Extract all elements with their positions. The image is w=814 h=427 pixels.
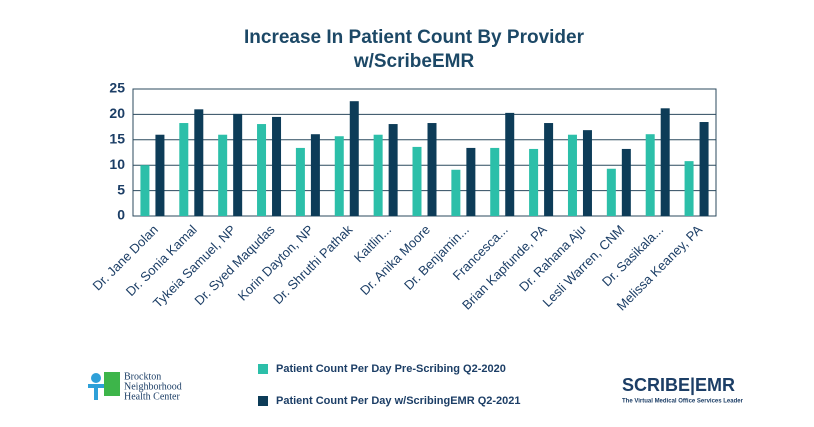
bar: [233, 113, 243, 216]
x-tick-label: Dr. Jane Dolan: [90, 222, 161, 293]
y-tick-label: 20: [109, 105, 125, 121]
logo-text: Brockton: [124, 371, 161, 382]
bar: [660, 108, 670, 216]
bar: [179, 123, 189, 216]
bar: [194, 109, 204, 216]
y-tick-label: 15: [109, 131, 125, 147]
legend-label: Patient Count Per Day Pre-Scribing Q2-20…: [276, 363, 506, 375]
x-tick-label: Dr. Syed Maqudas: [191, 222, 278, 309]
bar: [334, 136, 344, 216]
x-tick-label: Lesli Warren, CNM: [539, 222, 627, 310]
legend-swatch: [258, 364, 268, 374]
logo-text: Neighborhood: [124, 381, 182, 392]
bar: [310, 134, 320, 216]
bar: [567, 134, 577, 216]
bar: [451, 169, 461, 216]
bar: [621, 148, 631, 216]
logo-tagline: The Virtual Medical Office Services Lead…: [622, 399, 744, 405]
logo-left: Brockton Neighborhood Health Center: [88, 371, 182, 402]
logo-right: SCRIBE|EMR: [622, 375, 735, 395]
bar: [272, 116, 282, 216]
x-tick-label: Francesca...: [450, 222, 511, 283]
chart-title: Increase In Patient Count By Provider w/…: [244, 27, 584, 72]
x-tick-label: Dr. Shruthi Pathak: [270, 222, 356, 308]
y-tick-label: 10: [109, 156, 125, 172]
x-tick-label: Tykeia Samuel, NP: [150, 222, 239, 311]
x-tick-label: Korin Dayton, NP: [235, 222, 317, 304]
bar: [505, 112, 515, 216]
bar: [349, 101, 359, 216]
bar: [606, 168, 616, 216]
x-tick-label: Brian Kapfunde, PA: [459, 222, 550, 313]
bar: [544, 123, 554, 216]
bar: [140, 165, 150, 216]
bar: [373, 134, 383, 216]
bar: [582, 130, 592, 216]
bar: [466, 147, 476, 216]
x-tick-label: Dr. Sasikala...: [599, 222, 666, 289]
y-tick-label: 25: [109, 80, 125, 96]
bar: [490, 147, 500, 216]
logo-text: Health Center: [124, 391, 180, 402]
bar: [412, 146, 422, 216]
x-tick-label: Dr. Sonia Kamal: [123, 222, 200, 299]
bar: [427, 123, 437, 216]
bar: [529, 148, 539, 216]
x-tick-label: Melissa Keaney, PA: [614, 222, 706, 314]
bar: [218, 134, 228, 216]
bar: [295, 147, 305, 216]
bar: [257, 124, 267, 216]
bar: [699, 122, 709, 216]
x-tick-label: Dr. Rahana Aju: [516, 222, 588, 294]
y-tick-label: 0: [117, 207, 125, 223]
legend-swatch: [258, 396, 268, 406]
y-tick-label: 5: [117, 181, 125, 197]
x-tick-label: Kaitlin...: [351, 222, 394, 265]
bar: [155, 134, 165, 216]
bar: [684, 161, 694, 216]
x-tick-label: Dr. Anika Moore: [357, 222, 433, 298]
legend-label: Patient Count Per Day w/ScribingEMR Q2-2…: [276, 395, 521, 407]
bar: [388, 124, 398, 216]
x-tick-label: Dr. Benjamin...: [401, 222, 472, 293]
plot-frame: [132, 88, 717, 217]
bar: [645, 134, 655, 216]
